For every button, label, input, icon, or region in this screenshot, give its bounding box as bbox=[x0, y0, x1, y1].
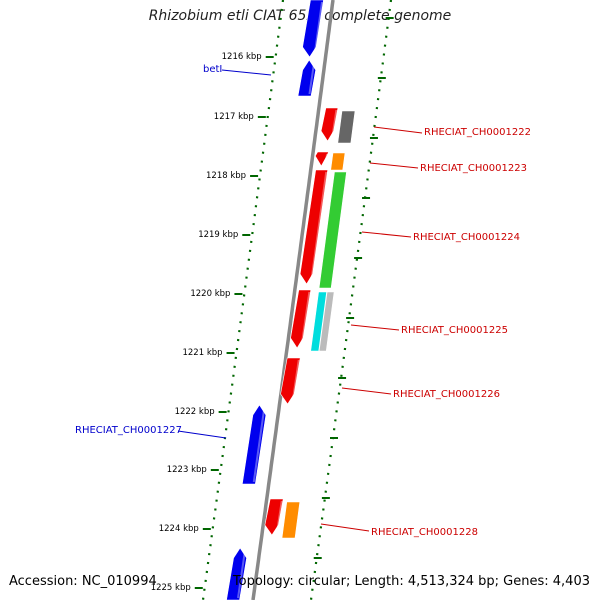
gene-label-leader bbox=[373, 126, 423, 134]
kbp-tick-label: 1224 kbp bbox=[159, 524, 199, 534]
kbp-tick-label: 1225 kbp bbox=[151, 583, 191, 593]
forward-gene-arrow-shade bbox=[313, 1, 323, 56]
topology-summary: Topology: circular; Length: 4,513,324 bp… bbox=[232, 574, 590, 589]
RHECIAT_CH0001222-gene-arrow bbox=[320, 107, 339, 142]
gene-label: betI bbox=[203, 64, 222, 75]
RHECIAT_CH0001224-cds bbox=[318, 171, 347, 289]
forward-gene-arrow bbox=[302, 0, 324, 58]
gene-label: RHECIAT_CH0001227 bbox=[75, 425, 182, 436]
RHECIAT_CH0001223-gene-arrow bbox=[314, 151, 330, 167]
gene-label-leader bbox=[369, 162, 419, 169]
gene-label: RHECIAT_CH0001223 bbox=[420, 163, 527, 174]
outer-dotted-guide bbox=[309, 0, 393, 600]
genome-backbone bbox=[251, 0, 335, 600]
RHECIAT_CH0001223-cds bbox=[330, 152, 346, 171]
RHECIAT_CH0001222-cds bbox=[337, 110, 356, 144]
RHECIAT_CH0001228-gene-arrow bbox=[264, 498, 284, 536]
gene-label: RHECIAT_CH0001222 bbox=[424, 127, 531, 138]
RHECIAT_CH0001228-cds bbox=[281, 501, 301, 539]
RHECIAT_CH0001227-gene-arrow-shade bbox=[252, 406, 266, 483]
forward-gene-arrow bbox=[226, 547, 247, 600]
map-title: Rhizobium etli CIAT 652, complete genome bbox=[148, 8, 452, 24]
RHECIAT_CH0001224-gene-arrow bbox=[299, 169, 329, 285]
kbp-tick-label: 1219 kbp bbox=[198, 230, 238, 240]
kbp-tick-label: 1217 kbp bbox=[214, 112, 254, 122]
kbp-tick-label: 1222 kbp bbox=[175, 407, 215, 417]
RHECIAT_CH0001225-gene-arrow-shade bbox=[300, 291, 311, 347]
kbp-tick-label: 1223 kbp bbox=[167, 465, 207, 475]
gene-label-leader bbox=[350, 324, 400, 331]
gene-label: RHECIAT_CH0001226 bbox=[393, 389, 500, 400]
RHECIAT_CH0001225-cds-extra bbox=[318, 291, 335, 352]
RHECIAT_CH0001225-cds bbox=[310, 291, 327, 352]
RHECIAT_CH0001228-gene-arrow-shade bbox=[275, 500, 283, 534]
RHECIAT_CH0001226-gene-arrow bbox=[280, 357, 301, 405]
RHECIAT_CH0001223-gene-arrow-shade bbox=[324, 153, 329, 165]
gene-label-leader bbox=[361, 231, 412, 238]
gene-label-leader bbox=[341, 387, 392, 395]
kbp-tick-label: 1218 kbp bbox=[206, 171, 246, 181]
RHECIAT_CH0001226-gene-arrow-shade bbox=[291, 359, 300, 403]
betI-gene-arrow bbox=[297, 59, 317, 97]
gene-label: RHECIAT_CH0001224 bbox=[413, 232, 520, 243]
gene-label: RHECIAT_CH0001225 bbox=[401, 325, 508, 336]
betI-gene-arrow-shade bbox=[308, 61, 316, 95]
forward-gene-arrow-shade bbox=[237, 549, 247, 599]
RHECIAT_CH0001222-gene-arrow-shade bbox=[331, 109, 338, 140]
RHECIAT_CH0001224-gene-arrow-shade bbox=[310, 171, 328, 283]
kbp-tick-label: 1216 kbp bbox=[222, 52, 262, 62]
kbp-tick-label: 1220 kbp bbox=[190, 289, 230, 299]
inner-dotted-guide bbox=[201, 0, 285, 600]
gene-label-leader bbox=[177, 430, 227, 439]
gene-label-leader bbox=[221, 69, 272, 76]
accession-text: Accession: NC_010994 bbox=[9, 574, 157, 589]
RHECIAT_CH0001227-gene-arrow bbox=[241, 404, 267, 485]
gene-label: RHECIAT_CH0001228 bbox=[371, 527, 478, 538]
RHECIAT_CH0001225-gene-arrow bbox=[290, 289, 312, 349]
gene-label-leader bbox=[320, 523, 370, 532]
kbp-tick-label: 1221 kbp bbox=[182, 348, 222, 358]
